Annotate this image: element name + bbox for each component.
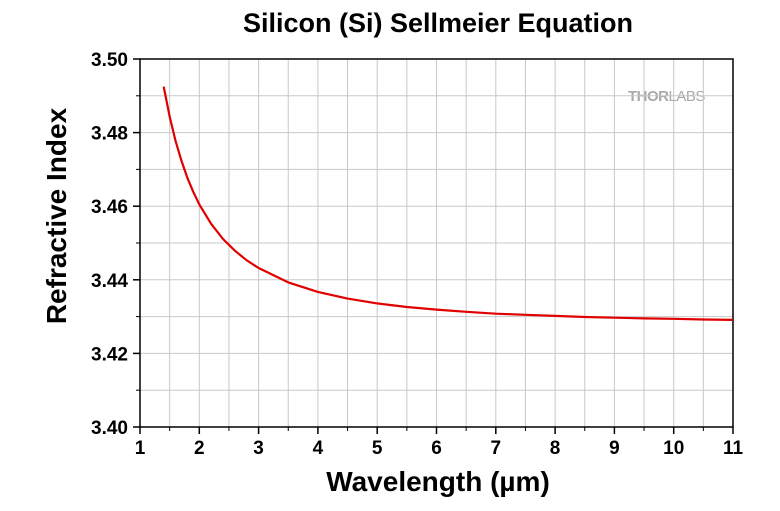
x-tick-label: 3 <box>253 438 264 459</box>
chart-title: Silicon (Si) Sellmeier Equation <box>242 8 634 38</box>
grid <box>140 59 733 427</box>
x-tick-label: 11 <box>723 438 744 459</box>
y-tick-label: 3.48 <box>91 124 128 145</box>
tick-labels: 1 2 3 4 5 6 7 8 9 10 11 3.40 3.42 3.44 3.46 3.48 3.50 <box>91 50 743 459</box>
series-line <box>162 86 734 321</box>
x-tick-label: 1 <box>135 438 146 459</box>
x-tick-label: 2 <box>194 438 205 459</box>
x-axis-label: Wavelength (µm) <box>326 466 550 497</box>
y-tick-label: 3.40 <box>91 418 128 439</box>
x-tick-label: 10 <box>663 438 684 459</box>
y-tick-label: 3.50 <box>91 50 128 71</box>
y-tick-label: 3.42 <box>91 344 128 365</box>
series <box>162 86 734 321</box>
x-tick-label: 5 <box>372 438 383 459</box>
ticks <box>133 58 734 434</box>
thorlabs-logo: THORLABS <box>628 88 705 105</box>
y-tick-label: 3.46 <box>91 197 128 218</box>
x-tick-label: 6 <box>431 438 442 459</box>
x-tick-label: 4 <box>313 438 324 459</box>
x-tick-label: 8 <box>550 438 561 459</box>
y-tick-label: 3.44 <box>91 271 128 292</box>
x-tick-label: 9 <box>609 438 620 459</box>
x-tick-label: 7 <box>491 438 502 459</box>
